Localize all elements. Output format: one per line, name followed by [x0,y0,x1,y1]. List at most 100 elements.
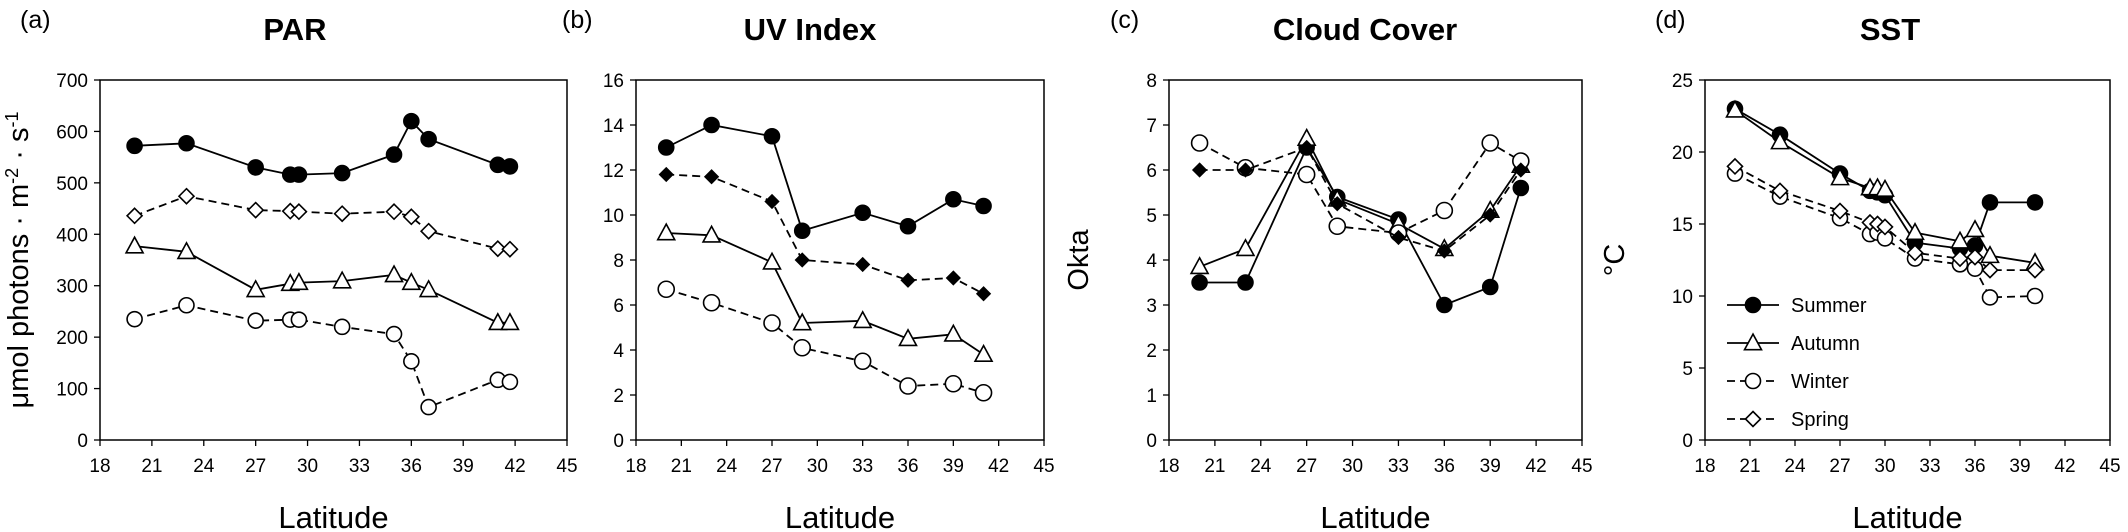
data-point-autumn [656,222,677,241]
data-point-autumn [487,312,508,331]
data-point-winter [793,338,812,357]
data-point-spring [1482,207,1498,223]
data-point-winter [702,293,721,312]
y-tick-label: 6 [1146,161,1157,182]
x-tick-label: 36 [401,456,422,477]
data-point-autumn [898,328,918,347]
data-point-autumn [124,235,145,254]
series-winter [126,296,519,416]
data-point-spring [1513,162,1529,178]
x-tick-label: 33 [852,456,873,477]
legend: Summer Autumn Winter Spring [1727,295,1867,431]
x-tick-label: 21 [1739,456,1760,477]
y-tick-label: 7 [1146,116,1157,137]
data-point-summer [290,166,308,183]
data-point-summer [501,158,519,175]
x-tick-label: 27 [245,456,266,477]
x-tick-label: 18 [625,456,646,477]
x-tick-label: 24 [1250,456,1272,477]
y-tick-label: 0 [77,431,88,452]
y-tick-label: 14 [603,116,625,137]
series-line-winter [1734,172,2036,299]
data-point-winter [853,352,872,371]
data-point-spring [2026,261,2044,279]
data-point-summer [247,159,264,176]
data-point-spring [177,187,196,205]
data-point-spring [489,240,507,258]
y-tick-label: 16 [603,71,624,92]
y-axis-label-superscript: -1 [2,112,22,128]
y-tick-label: 15 [1672,215,1693,236]
plot-frame [1704,79,2111,441]
data-point-winter [899,377,917,395]
x-tick-label: 30 [807,456,828,477]
y-tick-label: 200 [56,328,88,349]
data-point-spring [1299,139,1315,156]
data-point-spring [1329,196,1345,212]
data-point-spring [333,205,351,223]
y-tick-label: 0 [1682,431,1693,452]
data-point-spring [1390,229,1407,246]
x-axis-label: Latitude [1852,500,1962,532]
data-point-summer [657,139,675,156]
legend-label-spring: Spring [1791,409,1849,431]
x-tick-label: 18 [1158,456,1179,477]
y-tick-label: 25 [1672,71,1693,92]
data-point-spring [385,203,403,221]
y-tick-label: 0 [1146,431,1157,452]
data-point-autumn [1725,99,1745,118]
data-point-autumn [289,272,309,291]
x-tick-label: 42 [1526,456,1547,477]
x-tick-label: 42 [988,456,1009,477]
x-tick-label: 24 [1784,456,1806,477]
data-point-spring [402,208,420,226]
data-point-winter [1481,134,1500,152]
data-point-autumn [1770,131,1790,150]
x-tick-label: 36 [897,456,918,477]
x-tick-label: 36 [1434,456,1455,477]
legend-label-summer: Summer [1791,295,1867,317]
data-point-autumn [973,343,994,362]
y-tick-label: 2 [613,386,624,407]
x-tick-label: 30 [1874,456,1895,477]
y-tick-label: 20 [1672,143,1693,164]
y-tick-label: 4 [613,341,624,362]
x-tick-label: 30 [297,456,318,477]
x-tick-label: 27 [1296,456,1317,477]
series-line-autumn [666,232,985,356]
y-tick-label: 700 [56,71,88,92]
data-point-winter [420,398,437,416]
series-winter [657,280,993,402]
x-tick-label: 39 [453,456,474,477]
chart-title: SST [1860,12,1920,47]
data-point-spring [1876,218,1894,236]
series-autumn [656,222,994,362]
series-line-spring [666,173,985,295]
data-point-winter [333,318,351,336]
x-tick-label: 33 [1919,456,1940,477]
data-point-winter [1328,217,1347,236]
x-tick-label: 27 [761,456,782,477]
x-axis-label: Latitude [1320,500,1430,532]
data-point-spring [125,207,144,225]
y-tick-label: 10 [603,206,624,227]
y-tick-label: 3 [1146,296,1157,317]
data-point-summer [1512,179,1530,197]
y-tick-label: 400 [56,225,88,246]
data-point-spring [1966,248,1984,266]
data-point-spring [1951,249,1969,268]
x-tick-label: 42 [2054,456,2075,477]
data-point-winter [944,374,963,393]
data-point-autumn [384,264,404,283]
data-point-winter [2026,287,2044,305]
data-point-summer [2026,194,2044,211]
x-tick-label: 39 [2009,456,2030,477]
y-axis-label: Okta [1063,229,1095,291]
series-summer [657,116,992,240]
y-axis-label-superscript: -2 [2,168,22,184]
data-point-winter [247,312,264,329]
data-point-autumn [1235,238,1256,257]
y-tick-label: 2 [1146,341,1157,362]
data-point-autumn [943,323,964,342]
